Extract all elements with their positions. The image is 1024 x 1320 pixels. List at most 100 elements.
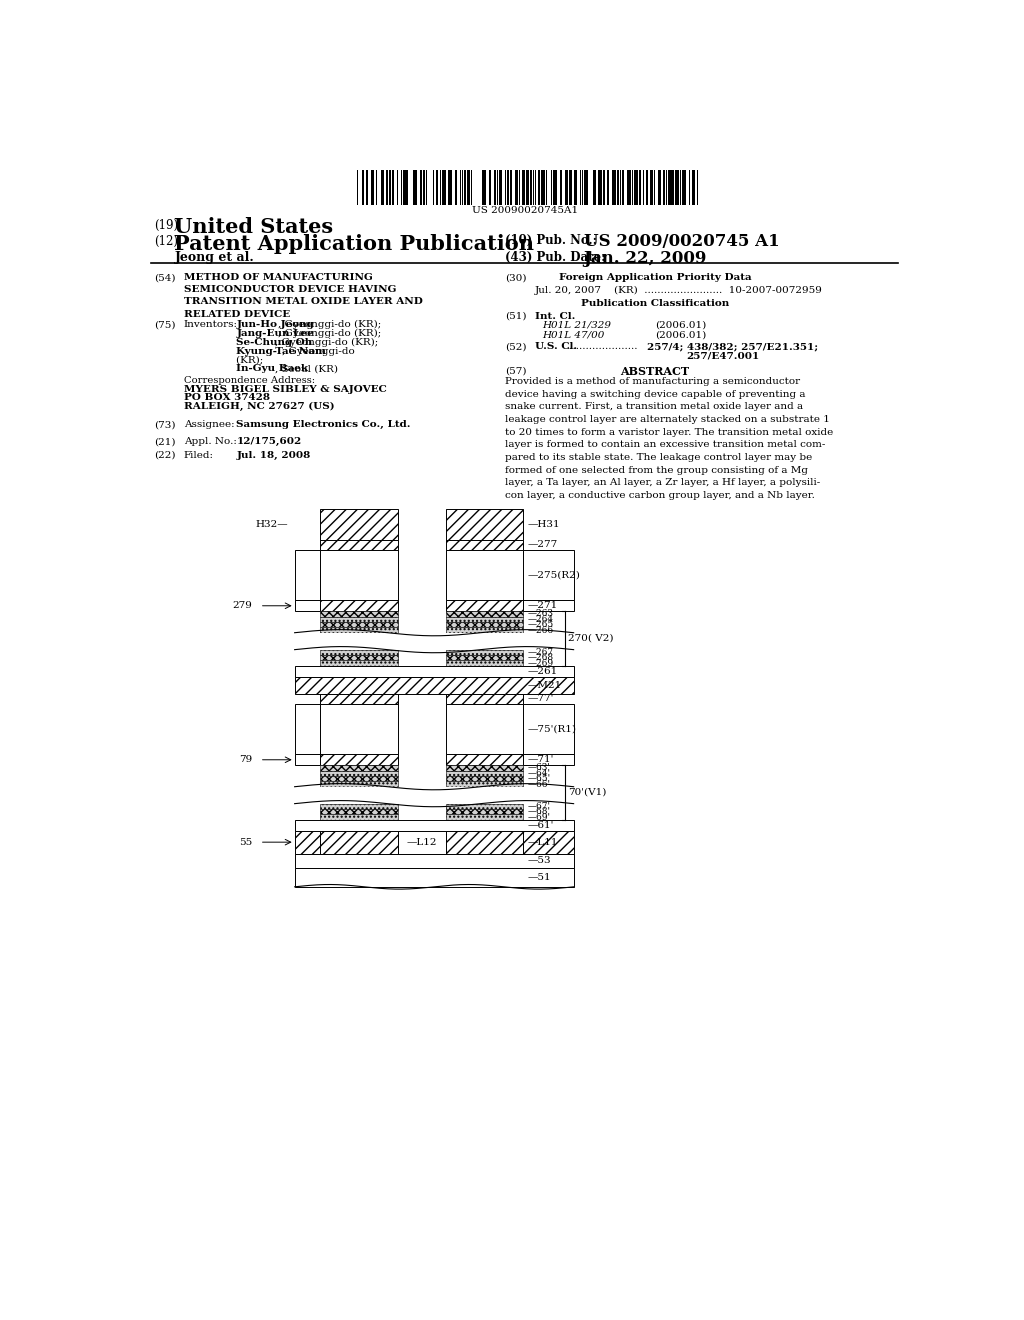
Bar <box>445 755 523 766</box>
Bar <box>445 649 523 655</box>
Bar <box>445 660 523 665</box>
Text: , Gyeonggi-do: , Gyeonggi-do <box>282 347 354 355</box>
Bar <box>321 755 397 766</box>
Bar <box>423 170 425 205</box>
Text: (12): (12) <box>155 235 178 248</box>
Bar <box>321 771 397 776</box>
Text: METHOD OF MANUFACTURING
SEMICONDUCTOR DEVICE HAVING
TRANSITION METAL OXIDE LAYER: METHOD OF MANUFACTURING SEMICONDUCTOR DE… <box>183 273 423 318</box>
Text: —264: —264 <box>528 615 554 624</box>
Text: —269: —269 <box>528 659 554 668</box>
Bar <box>436 170 438 205</box>
Bar <box>321 804 397 809</box>
Bar <box>507 170 509 205</box>
Text: (10) Pub. No.:: (10) Pub. No.: <box>506 234 597 247</box>
Bar <box>646 170 648 205</box>
Text: Publication Classification: Publication Classification <box>581 300 729 309</box>
Bar <box>295 854 573 867</box>
Bar <box>445 655 523 660</box>
Bar <box>538 170 540 205</box>
Bar <box>585 170 588 205</box>
Bar <box>397 170 398 205</box>
Bar <box>617 170 618 205</box>
Bar <box>295 601 321 611</box>
Bar <box>573 170 577 205</box>
Text: (54): (54) <box>155 273 176 282</box>
Bar <box>356 170 358 205</box>
Bar <box>391 170 394 205</box>
Text: PO BOX 37428: PO BOX 37428 <box>183 393 269 403</box>
Bar <box>445 814 523 820</box>
Bar <box>295 830 321 854</box>
Text: 79: 79 <box>239 755 252 764</box>
Bar <box>467 170 470 205</box>
Text: —L11: —L11 <box>528 838 558 846</box>
Text: Jan. 22, 2009: Jan. 22, 2009 <box>584 249 708 267</box>
Text: Correspondence Address:: Correspondence Address: <box>183 376 315 385</box>
Text: —H31: —H31 <box>528 520 560 528</box>
Bar <box>321 814 397 820</box>
Bar <box>321 649 397 655</box>
Text: 257/E47.001: 257/E47.001 <box>686 351 759 360</box>
Bar <box>321 550 397 601</box>
Bar <box>442 170 445 205</box>
Text: H01L 47/00: H01L 47/00 <box>543 330 605 339</box>
Bar <box>445 550 523 601</box>
Bar <box>500 170 503 205</box>
Text: Filed:: Filed: <box>183 451 214 459</box>
Bar <box>381 170 384 205</box>
Text: US 20090020745A1: US 20090020745A1 <box>472 206 578 215</box>
Bar <box>634 170 638 205</box>
Text: , Seoul (KR): , Seoul (KR) <box>274 364 338 374</box>
Text: Int. Cl.: Int. Cl. <box>535 312 575 321</box>
Bar <box>523 550 573 601</box>
Bar <box>321 766 397 771</box>
Bar <box>403 170 404 205</box>
Bar <box>546 170 547 205</box>
Bar <box>697 170 698 205</box>
Text: , Gyeonggi-do (KR);: , Gyeonggi-do (KR); <box>279 329 382 338</box>
Bar <box>321 705 397 755</box>
Text: 279: 279 <box>232 602 252 610</box>
Bar <box>692 170 695 205</box>
Text: Jul. 18, 2008: Jul. 18, 2008 <box>237 451 310 459</box>
Bar <box>362 170 365 205</box>
Bar <box>445 508 523 540</box>
Bar <box>445 830 523 854</box>
Bar <box>321 655 397 660</box>
Text: In-Gyu Baek: In-Gyu Baek <box>237 364 308 374</box>
Text: 70'(V1): 70'(V1) <box>568 788 606 797</box>
Text: , Gyeonggi-do (KR);: , Gyeonggi-do (KR); <box>279 321 382 329</box>
Text: —53: —53 <box>528 857 552 865</box>
Text: Jeong et al.: Jeong et al. <box>174 251 254 264</box>
Bar <box>639 170 641 205</box>
Text: —66': —66' <box>528 780 551 788</box>
Text: Kyung-Tae Nam: Kyung-Tae Nam <box>237 347 327 355</box>
Bar <box>523 830 573 854</box>
Text: 270( V2): 270( V2) <box>568 634 613 643</box>
Bar <box>515 170 518 205</box>
Bar <box>321 611 397 616</box>
Bar <box>658 170 659 205</box>
Text: (57): (57) <box>506 367 527 375</box>
Text: (75): (75) <box>155 321 176 329</box>
Bar <box>445 622 523 627</box>
Text: , Gyeonggi-do (KR);: , Gyeonggi-do (KR); <box>274 338 378 347</box>
Bar <box>445 804 523 809</box>
Bar <box>669 170 671 205</box>
Text: —268: —268 <box>528 653 554 663</box>
Bar <box>530 170 531 205</box>
Bar <box>526 170 528 205</box>
Bar <box>445 616 523 622</box>
Bar <box>612 170 616 205</box>
Bar <box>321 540 397 550</box>
Text: ......................: ...................... <box>566 342 637 351</box>
Text: (22): (22) <box>155 451 176 459</box>
Bar <box>295 867 573 887</box>
Bar <box>455 170 457 205</box>
Text: 257/4; 438/382; 257/E21.351;: 257/4; 438/382; 257/E21.351; <box>647 342 818 351</box>
Text: (2006.01): (2006.01) <box>655 321 707 330</box>
Text: —271: —271 <box>528 602 558 610</box>
Bar <box>553 170 557 205</box>
Text: (73): (73) <box>155 420 176 429</box>
Text: —261: —261 <box>528 667 558 676</box>
